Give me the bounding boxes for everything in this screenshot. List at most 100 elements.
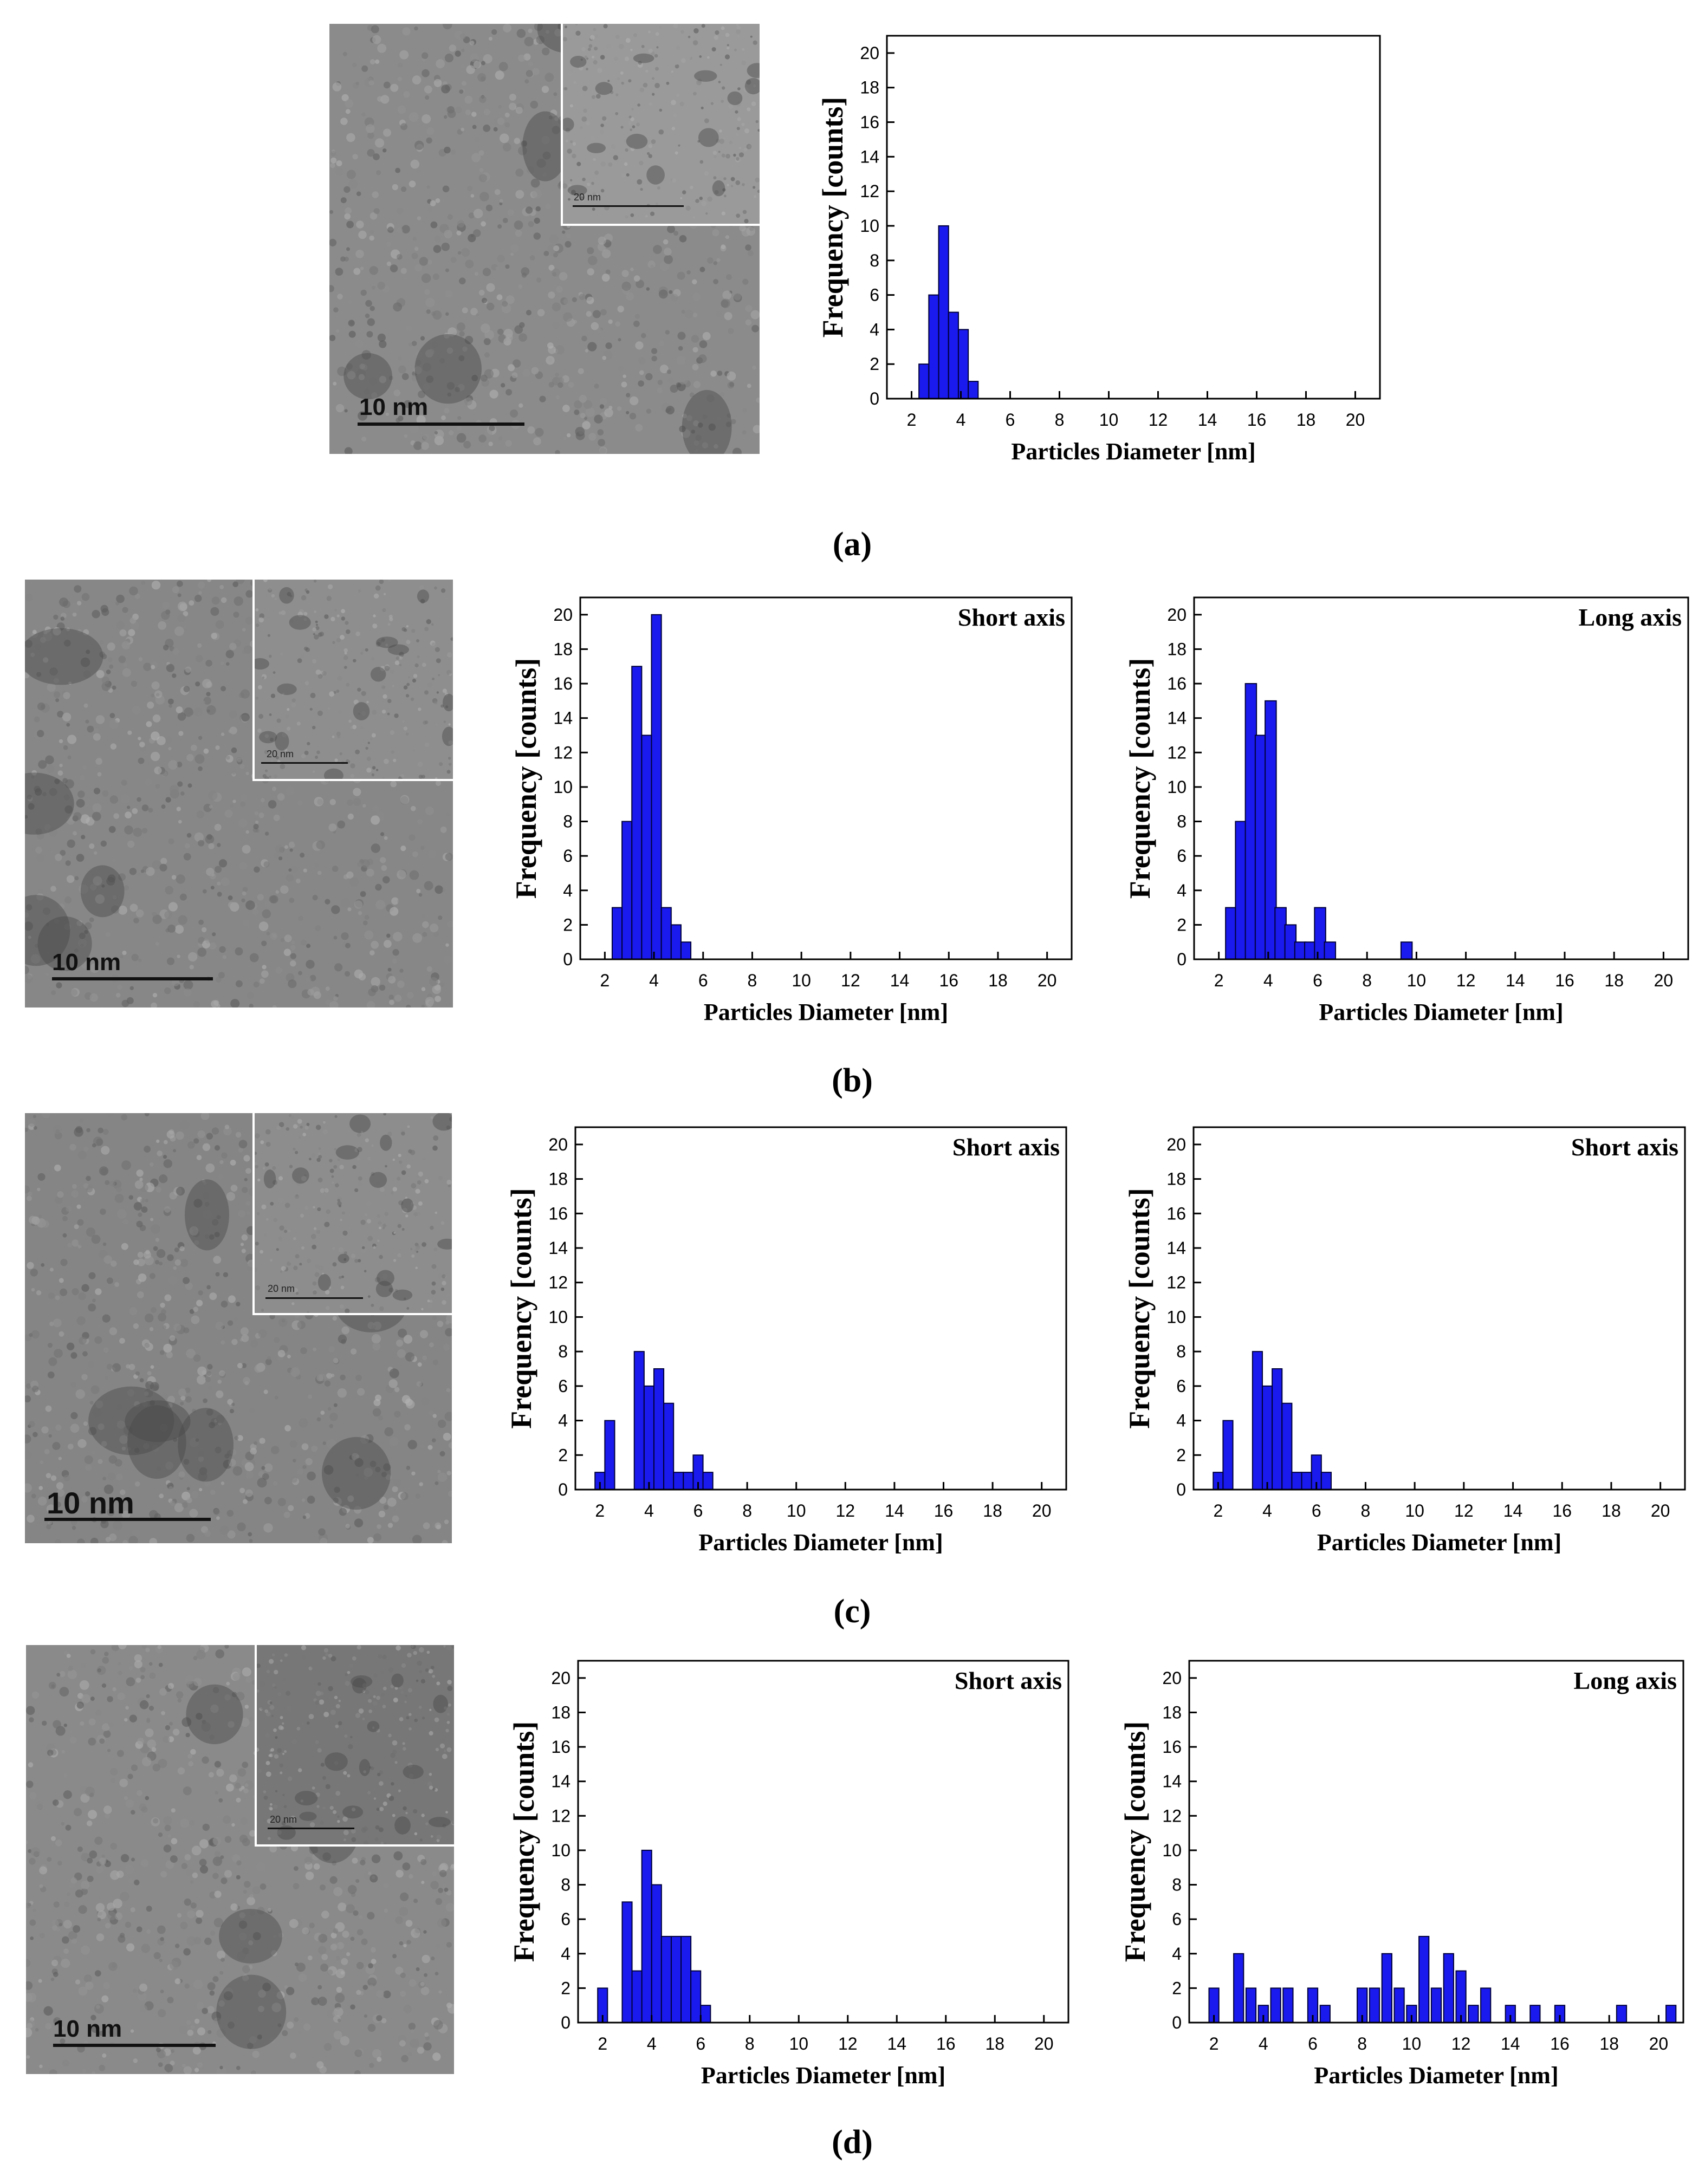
chart-group: 2 4 6 8 10 12 14 16 18 20 0 2 4 6 8 10 12 14 16 18 20 Particl… bbox=[1124, 596, 1689, 1025]
histogram-bar bbox=[692, 1454, 704, 1490]
panel-label-a: (a) bbox=[832, 526, 872, 563]
y-tick-label: 16 bbox=[548, 1204, 568, 1223]
histogram-bar bbox=[660, 1935, 672, 2024]
histogram-bar bbox=[1443, 1953, 1454, 2024]
y-tick-label: 18 bbox=[1167, 639, 1187, 659]
histogram-bar bbox=[611, 907, 623, 960]
y-tick-label: 8 bbox=[563, 812, 573, 831]
y-tick-label: 4 bbox=[558, 1411, 568, 1431]
y-axis-label: Frequency [counts] bbox=[1123, 1188, 1156, 1428]
x-tick-label: 12 bbox=[1451, 2034, 1471, 2053]
x-tick-label: 6 bbox=[1313, 971, 1322, 990]
y-tick-label: 12 bbox=[551, 1806, 571, 1825]
histogram-bar bbox=[1381, 1953, 1392, 2024]
y-tick-label: 0 bbox=[870, 389, 879, 408]
x-tick-label: 18 bbox=[1604, 971, 1624, 990]
inset-scale-bar bbox=[573, 205, 684, 207]
y-tick-label: 20 bbox=[1167, 605, 1187, 625]
histogram-bar bbox=[680, 1935, 692, 2024]
tem-inset-image: 20 nm bbox=[255, 1645, 454, 1847]
histogram-bar bbox=[1455, 1970, 1467, 2024]
histogram-bar bbox=[643, 1385, 654, 1491]
histogram-bar bbox=[1261, 1385, 1273, 1491]
x-tick-label: 4 bbox=[649, 971, 659, 990]
tem-scale-bar bbox=[358, 422, 524, 426]
histogram-bar bbox=[1235, 821, 1247, 960]
chart-annotation: Short axis bbox=[1571, 1133, 1678, 1161]
x-tick-label: 2 bbox=[1214, 971, 1224, 990]
x-tick-label: 18 bbox=[988, 971, 1008, 990]
y-tick-label: 20 bbox=[551, 1668, 571, 1688]
histogram-bar bbox=[660, 907, 672, 960]
x-tick-label: 14 bbox=[885, 1501, 904, 1520]
y-tick-label: 2 bbox=[563, 915, 573, 934]
y-tick-label: 18 bbox=[1162, 1702, 1182, 1722]
x-tick-label: 10 bbox=[1402, 2034, 1422, 2053]
x-tick-label: 8 bbox=[1357, 2034, 1367, 2053]
histogram-bar bbox=[1274, 907, 1287, 960]
x-tick-label: 14 bbox=[1198, 410, 1217, 430]
x-tick-label: 6 bbox=[698, 971, 708, 990]
tem-scale-bar bbox=[52, 977, 213, 980]
y-tick-label: 18 bbox=[548, 1169, 568, 1189]
chart-group: 2 4 6 8 10 12 14 16 18 20 0 2 4 6 8 10 12 14 16 18 20 Particl… bbox=[1119, 1660, 1684, 2089]
y-tick-label: 18 bbox=[553, 639, 573, 659]
chart-annotation: Long axis bbox=[1574, 1667, 1677, 1694]
histogram-bar bbox=[1320, 1472, 1332, 1490]
x-tick-label: 8 bbox=[1055, 410, 1065, 430]
y-tick-label: 6 bbox=[870, 285, 879, 305]
y-tick-label: 2 bbox=[561, 1978, 571, 1998]
tem-scale-bar bbox=[44, 1518, 211, 1521]
x-tick-label: 10 bbox=[1407, 971, 1427, 990]
tem-image: 20 nm 10 nm bbox=[329, 24, 760, 454]
x-axis-label: Particles Diameter [nm] bbox=[1314, 2062, 1558, 2089]
histogram-bar bbox=[1282, 1987, 1294, 2023]
y-tick-label: 20 bbox=[553, 605, 573, 625]
x-tick-label: 14 bbox=[1506, 971, 1525, 990]
histogram-bar bbox=[1554, 2005, 1566, 2023]
histogram-bar bbox=[1430, 1987, 1442, 2023]
y-tick-label: 2 bbox=[558, 1445, 568, 1465]
plot-frame bbox=[886, 35, 1381, 400]
y-tick-label: 14 bbox=[553, 708, 573, 728]
y-tick-label: 14 bbox=[1162, 1772, 1182, 1791]
histogram-bar bbox=[1254, 734, 1267, 960]
y-tick-label: 8 bbox=[1172, 1875, 1182, 1895]
x-tick-label: 16 bbox=[934, 1501, 954, 1520]
x-tick-label: 12 bbox=[836, 1501, 855, 1520]
x-tick-label: 14 bbox=[1501, 2034, 1520, 2053]
y-tick-label: 16 bbox=[1166, 1204, 1186, 1223]
tem-scale-label: 10 nm bbox=[52, 949, 121, 976]
x-axis-label: Particles Diameter [nm] bbox=[698, 1529, 943, 1556]
histogram-bar bbox=[918, 363, 930, 400]
inset-scale-label: 20 nm bbox=[270, 1814, 297, 1825]
plot-frame bbox=[574, 1126, 1067, 1491]
x-axis-label: Particles Diameter [nm] bbox=[701, 2062, 945, 2089]
y-tick-label: 4 bbox=[561, 1944, 571, 1964]
histogram-bar bbox=[621, 1901, 633, 2023]
histogram-bar bbox=[700, 2005, 711, 2023]
y-tick-label: 0 bbox=[563, 950, 573, 969]
y-tick-label: 14 bbox=[548, 1238, 568, 1258]
y-tick-label: 10 bbox=[553, 777, 573, 797]
x-tick-label: 8 bbox=[742, 1501, 752, 1520]
histogram-bar bbox=[1505, 2005, 1516, 2023]
tem-inset-image: 20 nm bbox=[252, 580, 453, 781]
histogram-bar bbox=[1208, 1987, 1220, 2023]
y-axis-label: Frequency [counts] bbox=[505, 1188, 537, 1428]
chart-annotation: Short axis bbox=[958, 603, 1065, 631]
histogram-bar bbox=[1222, 1420, 1234, 1491]
histogram-bar bbox=[641, 734, 652, 960]
histogram-bar bbox=[928, 294, 939, 399]
histogram-bar bbox=[1665, 2005, 1677, 2023]
histogram-bar bbox=[680, 941, 692, 960]
histogram-bar bbox=[1270, 1987, 1281, 2023]
x-tick-label: 12 bbox=[1454, 1501, 1474, 1520]
chart-group: 2 4 6 8 10 12 14 16 18 20 0 2 4 6 8 10 12 14 16 18 20 Particl… bbox=[1123, 1126, 1686, 1556]
x-tick-label: 20 bbox=[1346, 410, 1365, 430]
tem-scale-label: 10 nm bbox=[359, 394, 429, 420]
histogram-bar bbox=[1393, 1987, 1405, 2023]
chart-group: 2 4 6 8 10 12 14 16 18 20 0 2 4 6 8 10 12 14 16 18 20 Particl… bbox=[505, 1126, 1067, 1556]
x-tick-label: 10 bbox=[792, 971, 811, 990]
histogram-bar bbox=[948, 311, 959, 399]
